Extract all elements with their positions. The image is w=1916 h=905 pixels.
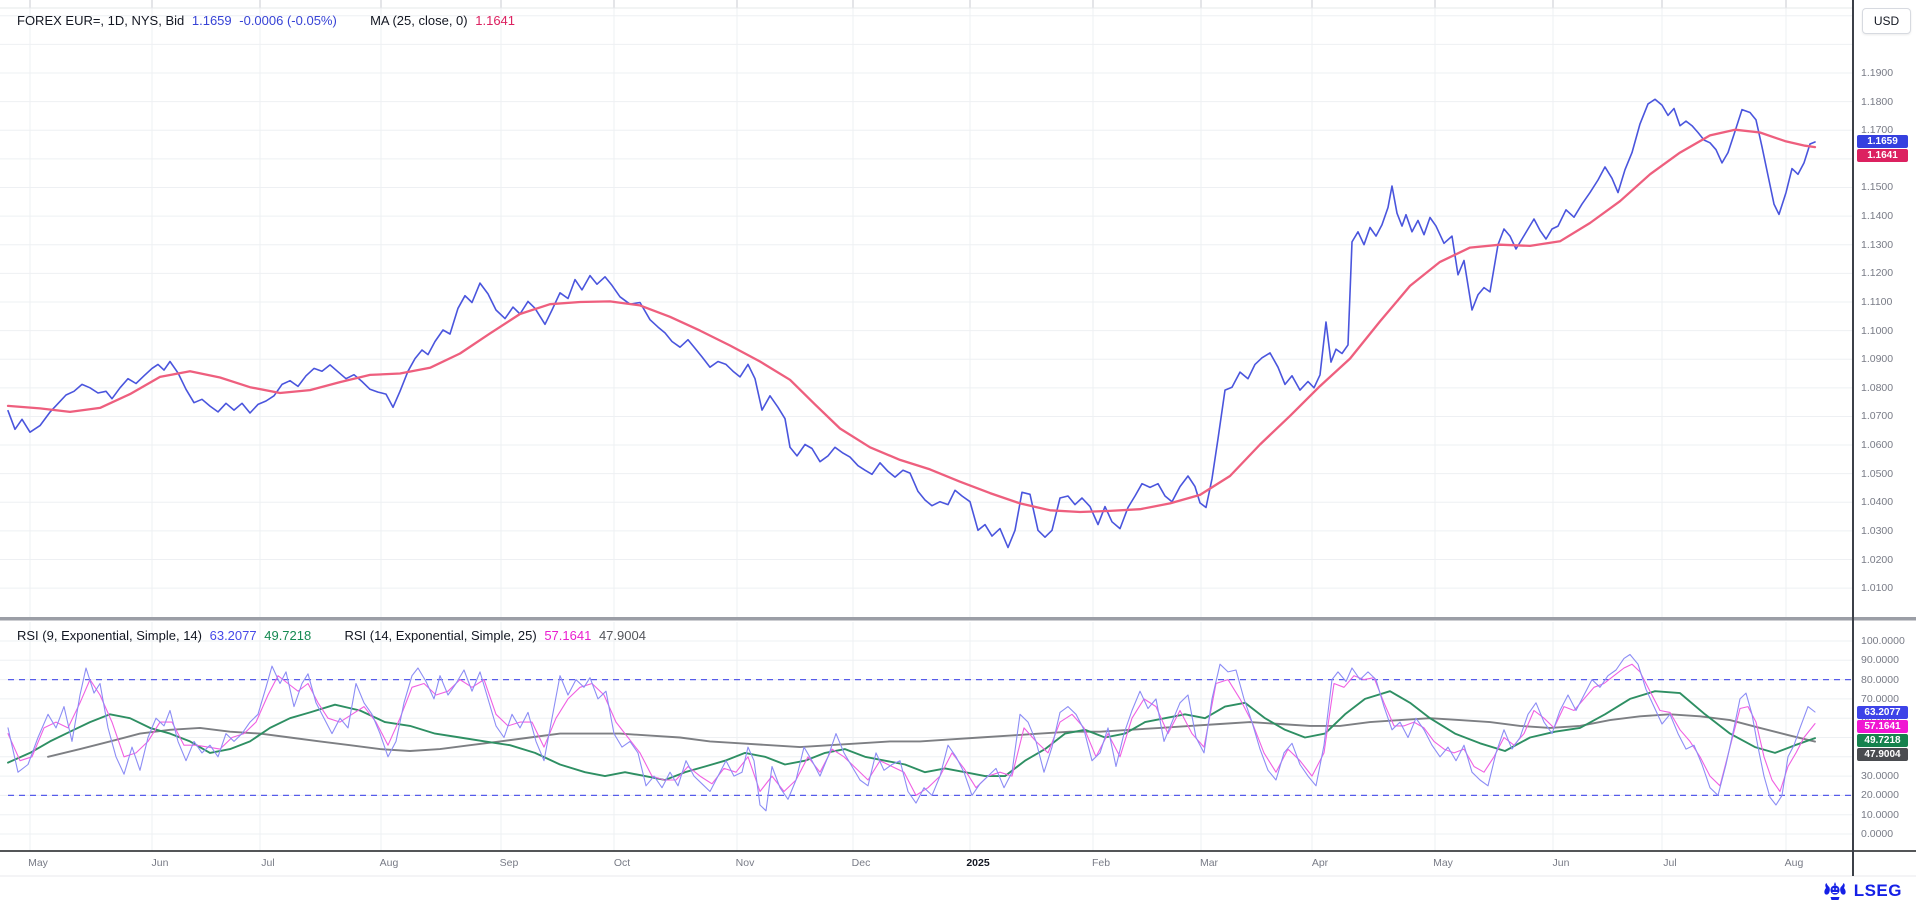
rsi-tick-label: 0.0000: [1861, 828, 1894, 840]
month-label-aug: Aug: [379, 857, 399, 869]
rsi-value-badge: 63.2077: [1857, 705, 1908, 719]
month-label-feb: Feb: [1091, 857, 1111, 869]
rsi9-study-label: RSI (9, Exponential, Simple, 14): [17, 628, 202, 643]
price-tick-label: 1.0400: [1861, 496, 1894, 509]
rsi-tick-label: 70.0000: [1861, 692, 1899, 705]
last-price-value: 1.1659: [191, 13, 232, 28]
price-tick-label: 1.0800: [1861, 381, 1894, 394]
ma-study-label: MA (25, close, 0): [370, 13, 468, 28]
lseg-logo-text: LSEG: [1853, 881, 1902, 900]
month-label-aug: Aug: [1784, 857, 1804, 869]
price-tick-label: 1.0600: [1861, 439, 1894, 452]
price-legend[interactable]: FOREX EUR=, 1D, NYS, Bid 1.1659 -0.0006 …: [17, 13, 519, 28]
month-label-2025: 2025: [966, 857, 990, 869]
month-label-sep: Sep: [499, 857, 519, 869]
price-tick-label: 1.1200: [1861, 267, 1894, 280]
price-line: [7, 98, 1816, 549]
rsi-tick-label: 80.0000: [1861, 673, 1899, 686]
month-label-dec: Dec: [851, 857, 871, 869]
rsi9-ma-line: [7, 690, 1816, 781]
month-label-apr: Apr: [1311, 857, 1329, 869]
month-label-may: May: [28, 857, 48, 869]
rsi-tick-label: 10.0000: [1861, 808, 1899, 821]
rsi-value-badge: 47.9004: [1857, 747, 1908, 761]
month-label-jul: Jul: [261, 857, 275, 869]
lseg-crest-icon: [1824, 882, 1846, 900]
rsi14-line: [7, 663, 1816, 796]
lseg-watermark: LSEG: [1822, 880, 1902, 902]
rsi9-line: [7, 653, 1816, 812]
price-value-badge: 1.1641: [1857, 149, 1908, 163]
price-tick-label: 1.1100: [1861, 295, 1893, 308]
month-label-nov: Nov: [735, 857, 755, 869]
currency-axis-button[interactable]: USD: [1862, 8, 1911, 34]
ma-line: [6, 128, 1817, 514]
rsi-value-badge: 49.7218: [1857, 733, 1908, 747]
rsi-legend[interactable]: RSI (9, Exponential, Simple, 14) 63.2077…: [17, 628, 650, 643]
price-tick-label: 1.1500: [1861, 181, 1894, 194]
price-tick-label: 1.1400: [1861, 210, 1894, 223]
rsi9-value: 63.2077: [209, 628, 257, 643]
price-tick-label: 1.1700: [1861, 124, 1894, 137]
price-value-badge: 1.1659: [1857, 135, 1908, 149]
ma-value: 1.1641: [475, 13, 516, 28]
rsi-tick-label: 30.0000: [1861, 770, 1899, 783]
month-label-oct: Oct: [613, 857, 631, 869]
price-change-value: -0.0006 (-0.05%): [239, 13, 337, 28]
price-tick-label: 1.0300: [1861, 524, 1894, 537]
rsi14-ma-value: 47.9004: [598, 628, 646, 643]
pane-separator: [0, 617, 1916, 621]
rsi14-ma-line: [47, 713, 1816, 758]
rsi-tick-label: 100.0000: [1861, 635, 1905, 647]
rsi-tick-label: 20.0000: [1861, 789, 1899, 802]
month-label-may: May: [1433, 857, 1453, 869]
price-tick-label: 1.1800: [1861, 95, 1894, 108]
price-tick-label: 1.1900: [1861, 67, 1894, 79]
rsi-value-badge: 57.1641: [1857, 719, 1908, 733]
month-label-jun: Jun: [1552, 857, 1570, 869]
price-tick-label: 1.0700: [1861, 410, 1894, 423]
rsi9-ma-value: 49.7218: [264, 628, 312, 643]
price-tick-label: 1.0200: [1861, 553, 1894, 566]
price-tick-label: 1.1000: [1861, 324, 1894, 337]
price-tick-label: 1.0100: [1861, 582, 1894, 595]
month-label-jun: Jun: [151, 857, 169, 869]
instrument-label: FOREX EUR=, 1D, NYS, Bid: [17, 13, 185, 28]
rsi-tick-label: 90.0000: [1861, 654, 1899, 667]
month-label-mar: Mar: [1199, 857, 1219, 869]
month-label-jul: Jul: [1663, 857, 1677, 869]
rsi14-study-label: RSI (14, Exponential, Simple, 25): [344, 628, 537, 643]
price-tick-label: 1.0900: [1861, 353, 1894, 366]
rsi14-value: 57.1641: [544, 628, 592, 643]
price-tick-label: 1.1300: [1861, 238, 1894, 251]
price-tick-label: 1.0500: [1861, 467, 1894, 480]
